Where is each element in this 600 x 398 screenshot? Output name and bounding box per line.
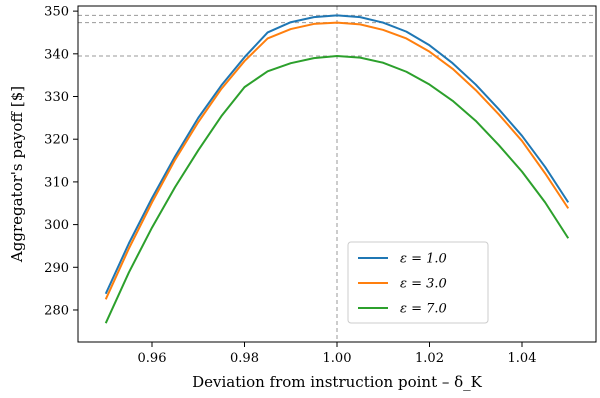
x-tick-label: 0.98 — [230, 351, 259, 366]
legend: ε = 1.0 ε = 3.0 ε = 7.0 — [347, 241, 489, 324]
y-axis-ticks: 280 290 300 310 320 330 340 350 — [44, 5, 78, 318]
legend-box — [347, 241, 489, 324]
y-tick-label: 320 — [44, 133, 69, 148]
y-tick-label: 330 — [44, 90, 69, 105]
x-tick-label: 1.00 — [323, 351, 352, 366]
y-tick-label: 280 — [44, 303, 69, 318]
series-line-2 — [104, 21, 570, 300]
legend-label-2: ε = 3.0 — [400, 277, 447, 292]
x-axis-label: Deviation from instruction point – δ_K — [192, 373, 483, 391]
series-lines — [104, 14, 570, 324]
legend-label-1: ε = 1.0 — [400, 252, 447, 267]
y-tick-label: 290 — [44, 261, 69, 276]
x-tick-label: 0.96 — [138, 351, 167, 366]
y-tick-label: 350 — [44, 5, 69, 20]
x-tick-label: 1.02 — [415, 351, 444, 366]
series-line-3 — [104, 54, 570, 324]
y-tick-label: 310 — [44, 175, 69, 190]
y-tick-label: 340 — [44, 47, 69, 62]
x-axis-ticks: 0.96 0.98 1.00 1.02 1.04 — [138, 342, 537, 366]
y-axis-label: Aggregator's payoff [$] — [8, 86, 26, 263]
y-tick-label: 300 — [44, 218, 69, 233]
legend-label-3: ε = 7.0 — [400, 302, 447, 317]
x-tick-label: 1.04 — [508, 351, 537, 366]
series-line-1 — [104, 14, 570, 295]
